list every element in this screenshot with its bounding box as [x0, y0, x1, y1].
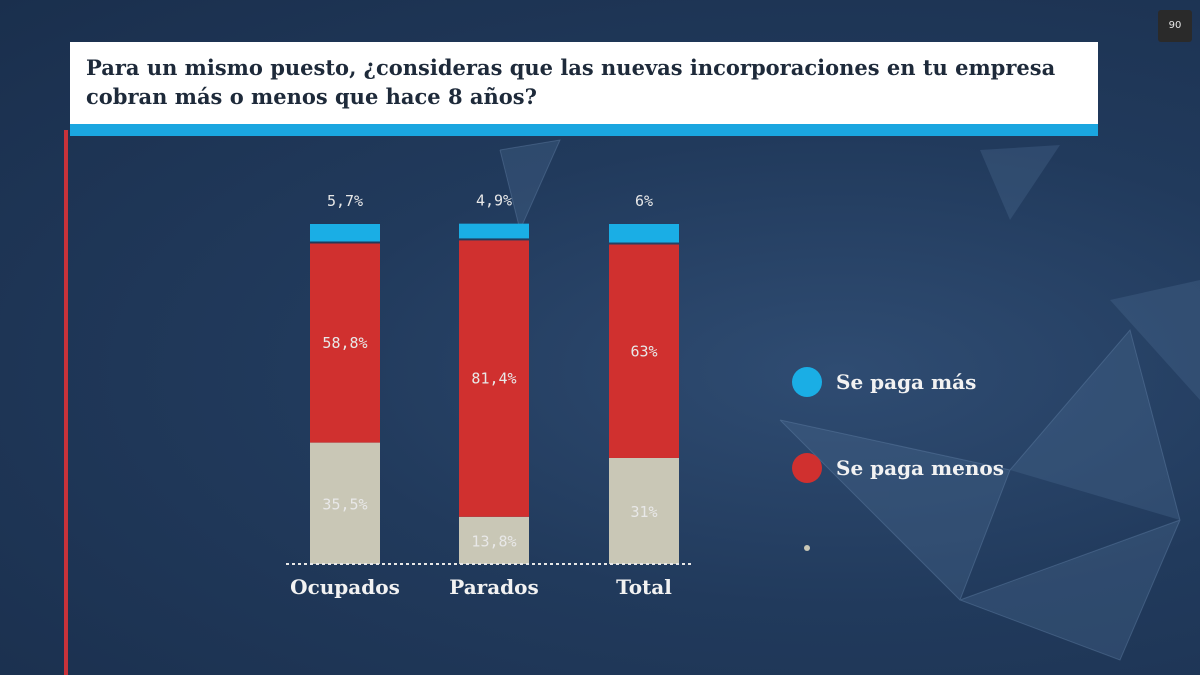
bar-ocupados-series-2 — [310, 243, 380, 443]
bar-total-series-3 — [609, 224, 679, 243]
data-label-parados-series-3: 4,9% — [476, 192, 512, 210]
data-label-parados-series-2: 81,4% — [471, 370, 516, 388]
accent-line — [64, 130, 68, 675]
category-label-ocupados: Ocupados — [290, 575, 400, 599]
bar-parados-series-2 — [459, 240, 529, 517]
legend-swatch-se-paga-mas — [792, 367, 822, 397]
chart-title: Para un mismo puesto, ¿consideras que la… — [86, 55, 1056, 109]
bar-ocupados-series-1 — [310, 442, 380, 564]
legend-label-se-paga-mas: Se paga más — [836, 370, 977, 394]
data-label-ocupados-series-1: 35,5% — [322, 495, 367, 513]
data-label-total-series-1: 31% — [630, 503, 657, 521]
data-label-total-series-3: 6% — [635, 192, 653, 210]
corner-badge: 90 — [1158, 10, 1192, 42]
category-label-total: Total — [616, 575, 672, 599]
data-label-total-series-2: 63% — [630, 342, 657, 360]
legend-label-se-paga-menos: Se paga menos — [836, 456, 1005, 480]
legend-swatch-third — [804, 545, 810, 551]
category-label-parados: Parados — [449, 575, 539, 599]
legend-item-third — [792, 530, 834, 566]
data-label-parados-series-1: 13,8% — [471, 532, 516, 550]
bar-parados-series-3 — [459, 223, 529, 239]
legend-item-se-paga-menos: Se paga menos — [792, 450, 1004, 486]
legend-item-se-paga-mas: Se paga más — [792, 364, 976, 400]
legend-swatch-se-paga-menos — [792, 453, 822, 483]
bar-ocupados-series-3 — [310, 224, 380, 242]
title-banner: Para un mismo puesto, ¿consideras que la… — [70, 42, 1098, 124]
bar-parados-series-1 — [459, 516, 529, 564]
data-label-ocupados-series-3: 5,7% — [327, 192, 363, 210]
bar-total-series-2 — [609, 244, 679, 458]
data-label-ocupados-series-2: 58,8% — [322, 334, 367, 352]
bar-total-series-1 — [609, 457, 679, 564]
